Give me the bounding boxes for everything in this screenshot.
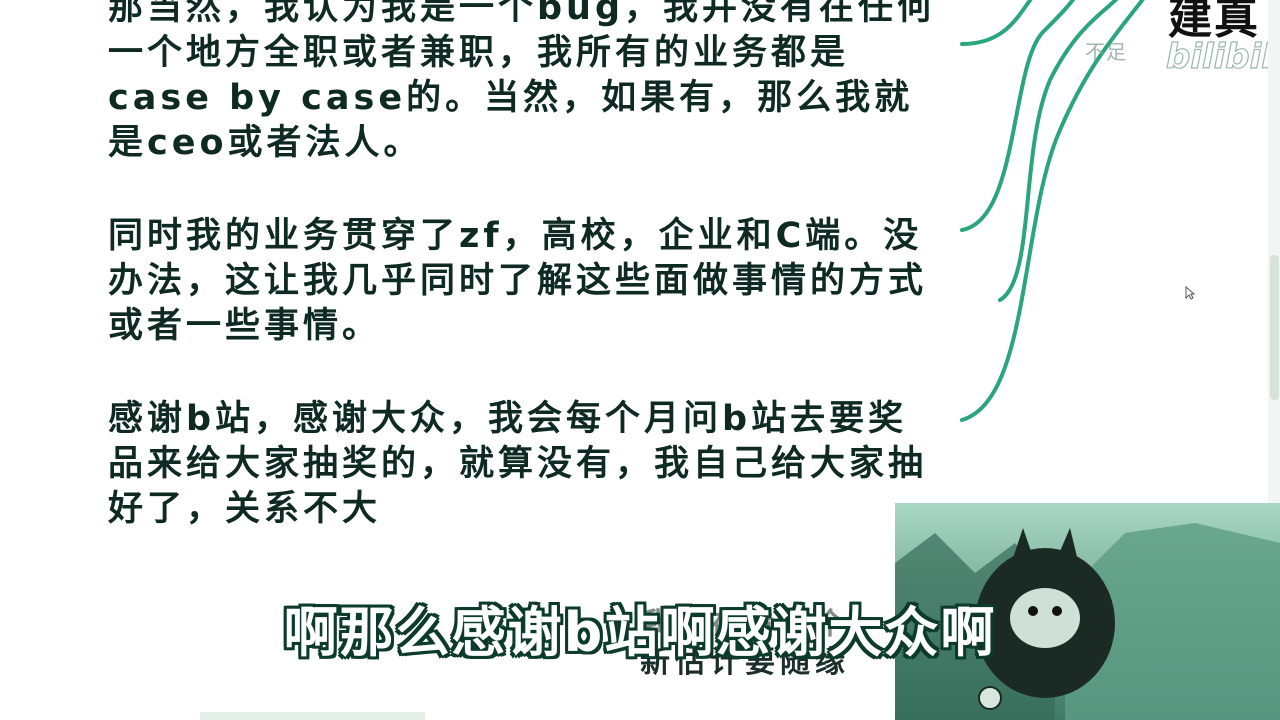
- branch-line-1: [960, 0, 1033, 46]
- bottom-bar: [200, 712, 425, 720]
- bilibili-logo-icon: bilibili: [1165, 36, 1268, 75]
- footer-line-2: 新估计要随缘: [640, 645, 850, 680]
- document-body: 那当然，我认为我是一个bug，我并没有在任何一个地方全职或者兼职，我所有的业务都…: [108, 0, 938, 580]
- branch-line-2: [960, 0, 1076, 232]
- scrollbar-thumb[interactable]: [1270, 255, 1279, 400]
- paragraph-1: 那当然，我认为我是一个bug，我并没有在任何一个地方全职或者兼职，我所有的业务都…: [108, 0, 937, 163]
- subtitle-text: 啊那么感谢b站啊感谢大众啊: [283, 601, 997, 664]
- video-overlay[interactable]: [895, 503, 1280, 720]
- mindmap-branches: [960, 0, 1145, 422]
- animal-face: [1010, 588, 1080, 648]
- branch-line-3: [998, 0, 1119, 302]
- paragraph-2: 同时我的业务贯穿了zf，高校，企业和C端。没办法，这让我几乎同时了解这些面做事情…: [108, 216, 928, 346]
- footer-text: 我现在看了个 新估计要随缘: [640, 606, 850, 682]
- subtitle-caption: 啊那么感谢b站啊感谢大众啊: [0, 588, 1280, 667]
- branch-line-4: [960, 0, 1145, 422]
- mountain-shape: [1065, 523, 1280, 720]
- arrow-cursor-icon: [1185, 286, 1195, 300]
- corner-title: 建真: [1168, 0, 1260, 44]
- dice-object: [978, 686, 1002, 710]
- svg-text:bilibili: bilibili: [1166, 37, 1268, 75]
- paragraph-3: 感谢b站，感谢大众，我会每个月问b站去要奖品来给大家抽奖的，就算没有，我自己给大…: [108, 399, 928, 529]
- footer-line-1: 我现在看了个: [640, 607, 850, 642]
- watermark-text: 不足: [1085, 40, 1127, 64]
